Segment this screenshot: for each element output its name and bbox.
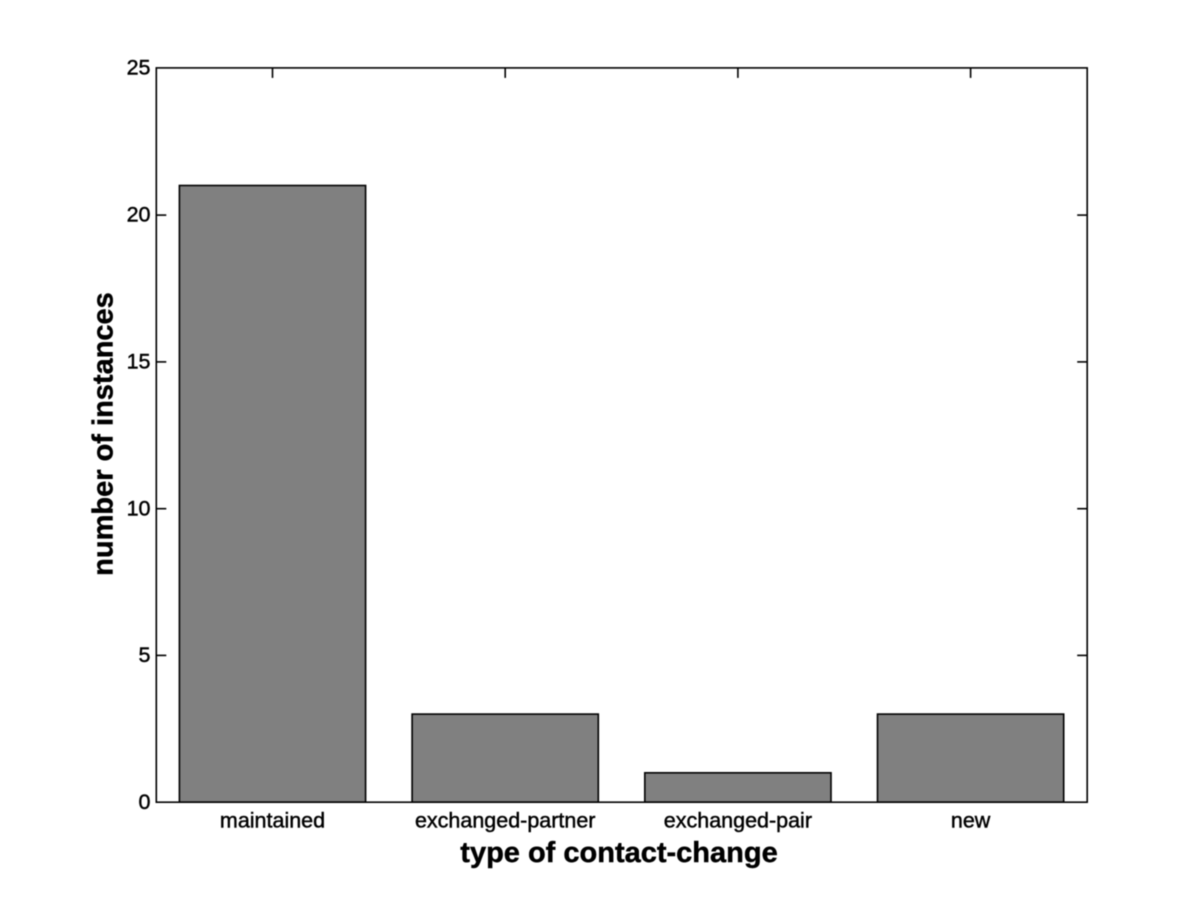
svg-text:exchanged-pair: exchanged-pair bbox=[664, 809, 812, 833]
svg-text:0: 0 bbox=[139, 790, 151, 814]
svg-text:type of contact-change: type of contact-change bbox=[460, 837, 777, 869]
svg-text:new: new bbox=[951, 809, 991, 833]
svg-text:20: 20 bbox=[127, 203, 151, 227]
svg-text:exchanged-partner: exchanged-partner bbox=[415, 809, 595, 833]
svg-text:15: 15 bbox=[127, 350, 151, 374]
svg-text:maintained: maintained bbox=[220, 809, 325, 833]
svg-text:number of instances: number of instances bbox=[88, 292, 120, 576]
svg-text:25: 25 bbox=[127, 56, 151, 80]
svg-text:5: 5 bbox=[139, 643, 151, 667]
svg-text:10: 10 bbox=[127, 496, 151, 520]
